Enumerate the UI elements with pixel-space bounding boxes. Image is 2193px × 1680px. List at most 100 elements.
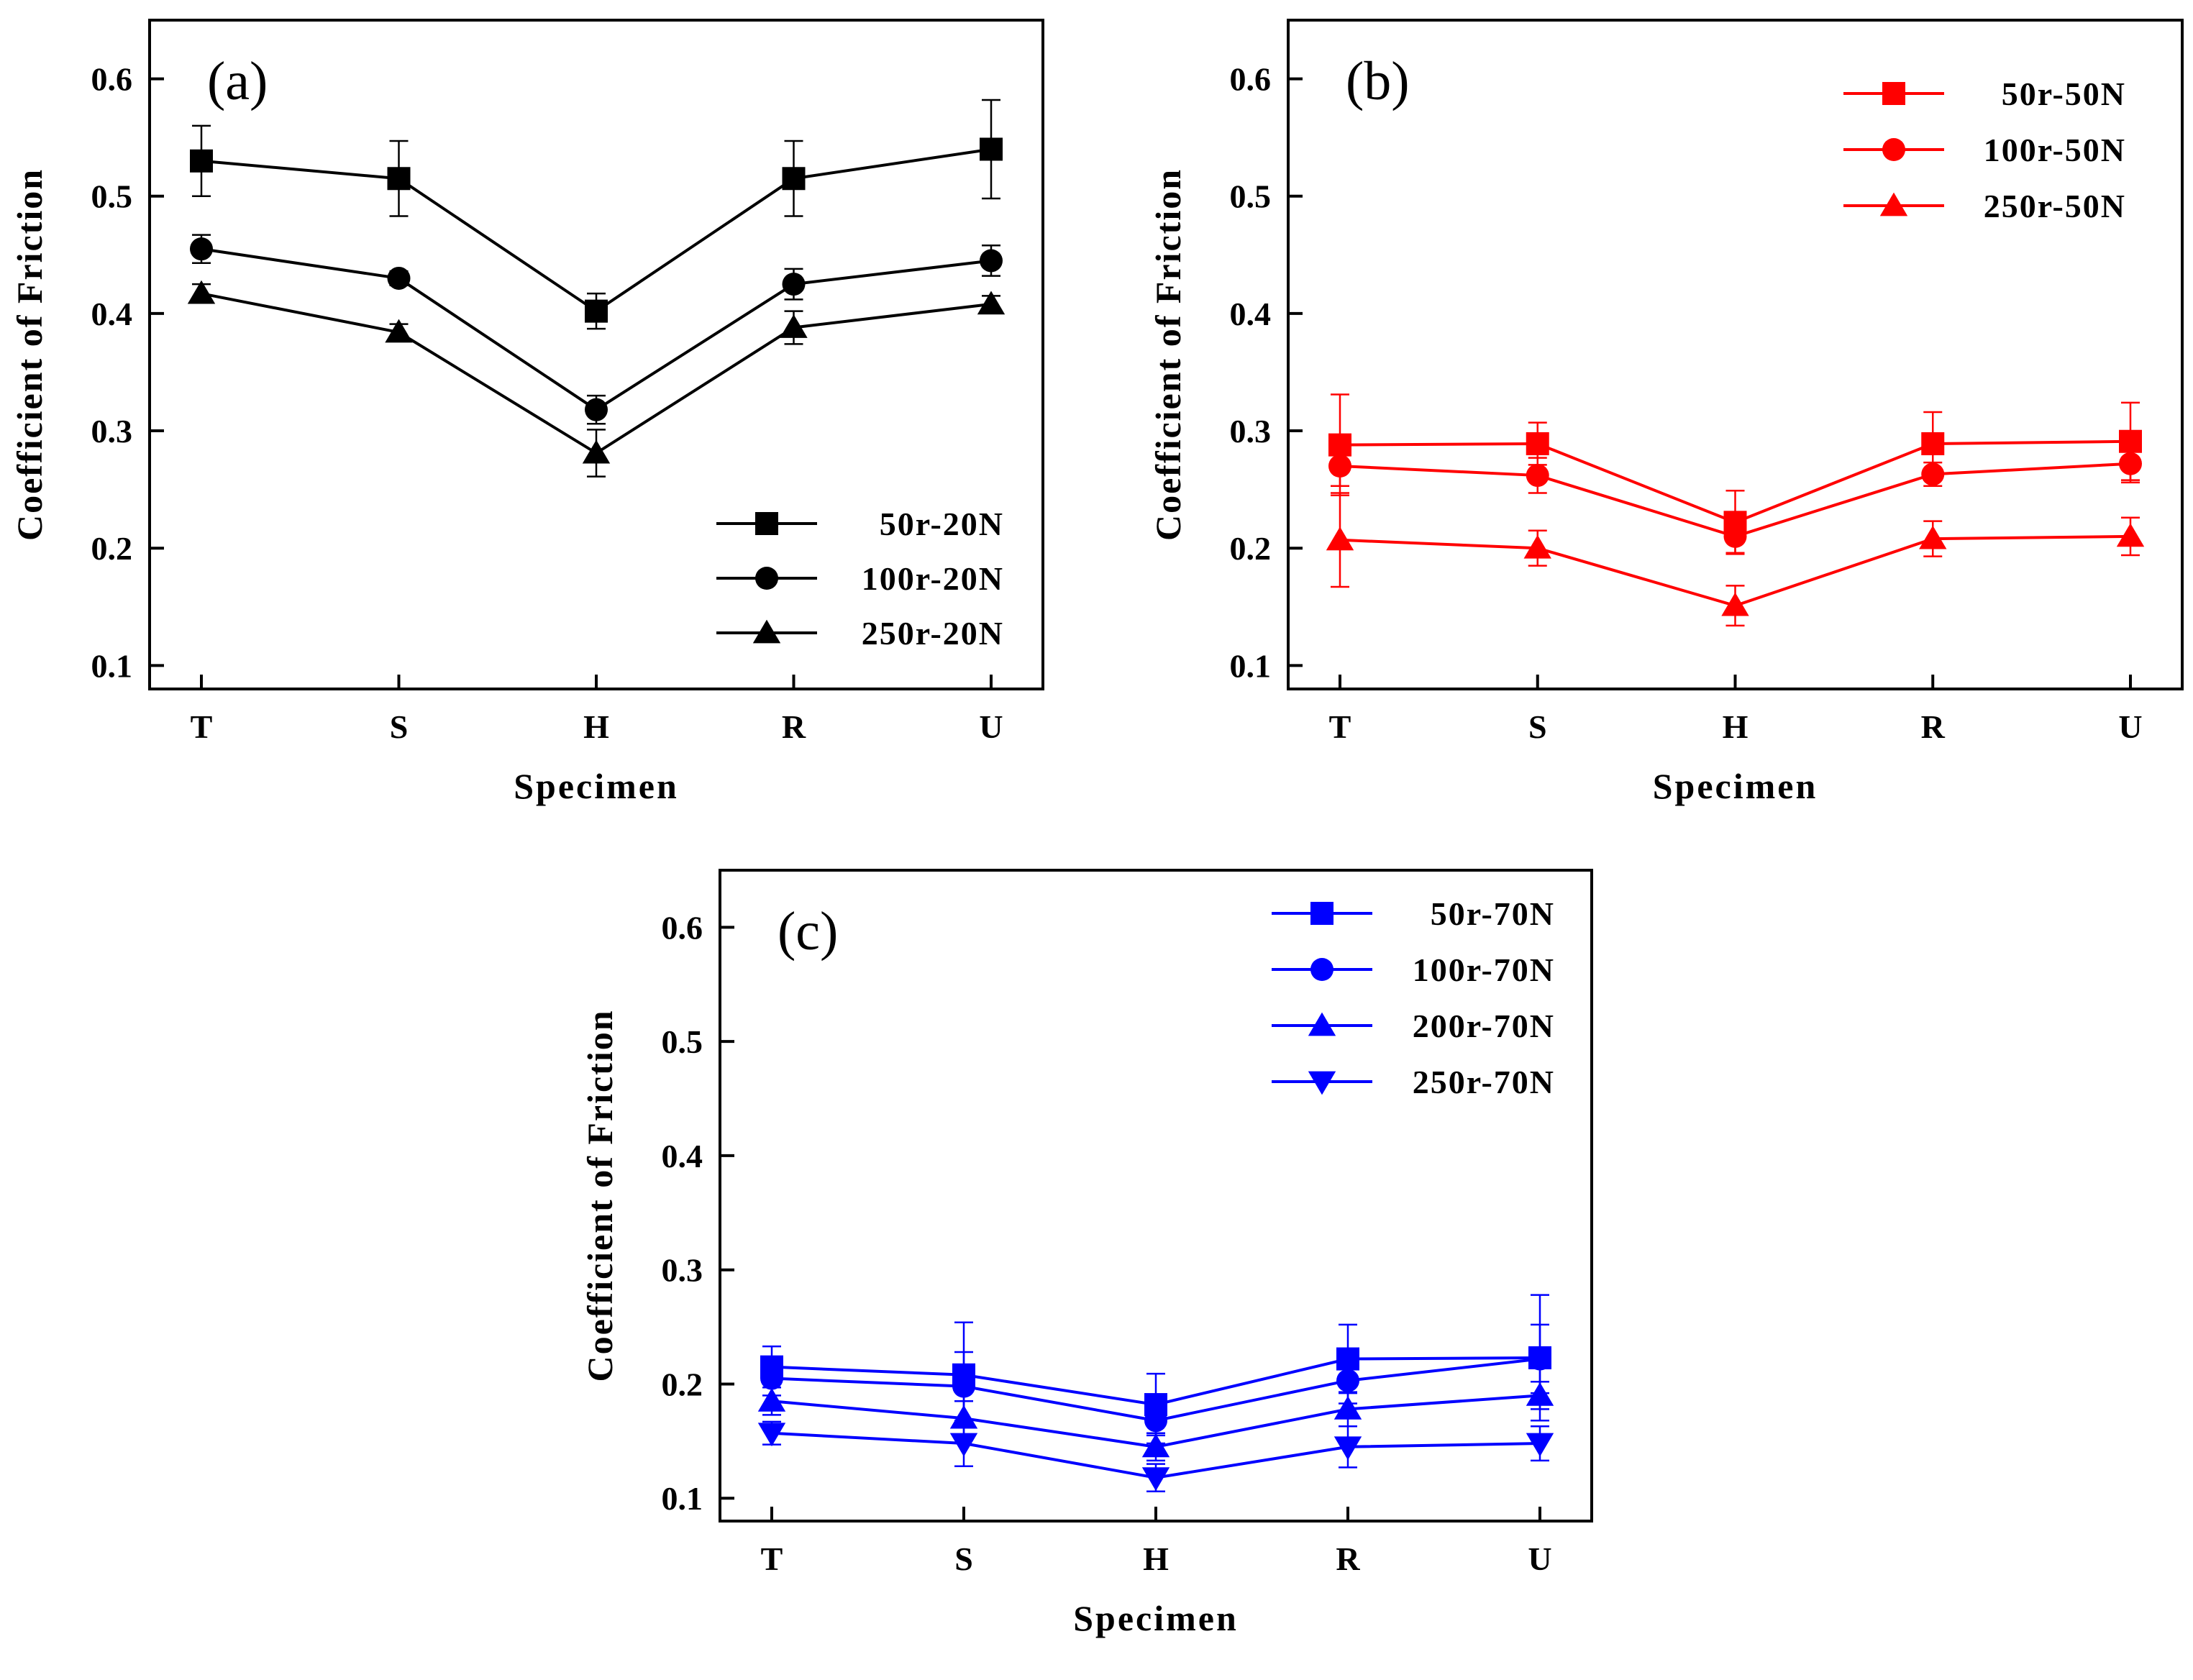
y-tick-label: 0.6 <box>91 61 133 98</box>
data-point <box>1336 1369 1359 1392</box>
x-tick-label: R <box>782 708 806 745</box>
data-point <box>1141 1467 1170 1492</box>
data-point <box>980 249 1003 273</box>
legend-label: 50r-50N <box>2002 76 2126 112</box>
series <box>1326 492 2145 627</box>
x-axis-title: Specimen <box>1073 1598 1239 1638</box>
x-tick-label: U <box>2118 708 2142 745</box>
data-point <box>1721 592 1749 616</box>
data-point <box>780 314 808 338</box>
legend: 50r-50N 100r-50N 250r-50N <box>1843 76 2126 224</box>
series <box>190 234 1003 425</box>
legend-marker <box>1310 958 1333 981</box>
legend-label: 250r-50N <box>1984 188 2126 224</box>
y-tick-label: 0.2 <box>662 1366 703 1402</box>
y-tick-label: 0.6 <box>662 909 703 946</box>
panel-label: (c) <box>778 901 838 962</box>
x-tick-label: T <box>1329 708 1351 745</box>
data-point <box>760 1366 783 1390</box>
legend-marker <box>1308 1012 1336 1036</box>
x-tick-label: H <box>1723 708 1749 745</box>
legend-marker <box>1310 902 1333 925</box>
data-point <box>1144 1409 1167 1433</box>
legend-label: 100r-70N <box>1413 951 1555 988</box>
y-tick-label: 0.5 <box>1230 178 1272 215</box>
legend-label: 200r-70N <box>1413 1008 1555 1044</box>
data-point <box>952 1374 975 1398</box>
legend-label: 100r-50N <box>1984 132 2126 168</box>
y-tick-label: 0.6 <box>1230 61 1272 98</box>
x-tick-label: S <box>954 1540 973 1577</box>
panel-label: (b) <box>1346 51 1410 111</box>
data-point <box>1526 1382 1554 1406</box>
legend-label: 250r-70N <box>1413 1064 1555 1100</box>
x-tick-label: T <box>191 708 213 745</box>
data-point <box>387 167 411 191</box>
legend-label: 100r-20N <box>862 560 1004 597</box>
data-point <box>385 319 413 343</box>
data-point <box>1141 1433 1170 1458</box>
data-point <box>1921 432 1945 455</box>
series <box>757 1381 1554 1462</box>
legend: 50r-70N 100r-70N 200r-70N 250r-70N <box>1272 895 1555 1100</box>
legend-marker <box>752 619 781 644</box>
y-tick-label: 0.3 <box>1230 413 1272 449</box>
series <box>187 280 1006 478</box>
legend-label: 250r-20N <box>862 615 1004 652</box>
data-point <box>1921 462 1945 486</box>
legend-label: 50r-70N <box>1431 895 1555 932</box>
data-point <box>1328 455 1351 478</box>
data-point <box>949 1405 978 1429</box>
y-tick-label: 0.3 <box>91 413 133 449</box>
y-tick-label: 0.5 <box>662 1023 703 1060</box>
data-point <box>585 299 608 323</box>
data-point <box>1333 1436 1362 1461</box>
series <box>1328 444 2142 554</box>
y-tick-label: 0.1 <box>91 647 133 684</box>
x-tick-label: S <box>1528 708 1547 745</box>
legend-label: 50r-20N <box>880 506 1004 542</box>
legend-marker <box>1882 82 1905 105</box>
data-point <box>1526 1433 1554 1457</box>
x-tick-label: U <box>1528 1540 1551 1577</box>
x-tick-label: T <box>761 1540 783 1577</box>
y-tick-label: 0.2 <box>1230 530 1272 567</box>
y-tick-label: 0.3 <box>662 1252 703 1289</box>
y-axis-title: Coefficient of Friction <box>1148 168 1188 541</box>
x-tick-label: U <box>979 708 1003 745</box>
x-axis-title: Specimen <box>1653 766 1818 806</box>
data-point <box>1526 464 1549 488</box>
legend: 50r-20N 100r-20N 250r-20N <box>716 506 1004 652</box>
series-line <box>201 147 992 314</box>
panel-label: (a) <box>207 51 268 111</box>
data-point <box>387 266 411 290</box>
legend-marker <box>1879 192 1908 216</box>
x-tick-label: H <box>1143 1540 1169 1577</box>
legend-marker <box>755 567 778 590</box>
data-point <box>757 1387 786 1412</box>
y-axis-title: Coefficient of Friction <box>580 1009 620 1382</box>
data-point <box>1723 524 1747 548</box>
x-tick-label: R <box>1921 708 1946 745</box>
x-axis-title: Specimen <box>514 766 679 806</box>
data-point <box>190 237 213 261</box>
data-point <box>187 280 216 304</box>
data-point <box>1326 526 1354 551</box>
data-point <box>2119 452 2142 475</box>
chart-panel: 0.1 0.2 0.3 0.4 0.5 0.6 T S H R U Specimen Coefficie… <box>1148 19 2184 806</box>
data-point <box>2116 523 2145 547</box>
data-point <box>977 291 1006 315</box>
data-point <box>757 1423 786 1447</box>
y-tick-label: 0.5 <box>91 178 133 215</box>
x-tick-label: H <box>583 708 609 745</box>
chart-panel: 0.1 0.2 0.3 0.4 0.5 0.6 T S H R U Specimen Coefficie… <box>9 19 1044 806</box>
y-tick-label: 0.4 <box>662 1138 703 1174</box>
data-point <box>1919 525 1947 549</box>
chart-panel: 0.1 0.2 0.3 0.4 0.5 0.6 T S H R U Specimen Coefficie… <box>580 869 1593 1638</box>
legend-marker <box>1882 138 1905 161</box>
data-point <box>980 137 1003 161</box>
data-point <box>582 439 611 464</box>
data-point <box>1526 432 1549 455</box>
x-tick-label: S <box>390 708 409 745</box>
